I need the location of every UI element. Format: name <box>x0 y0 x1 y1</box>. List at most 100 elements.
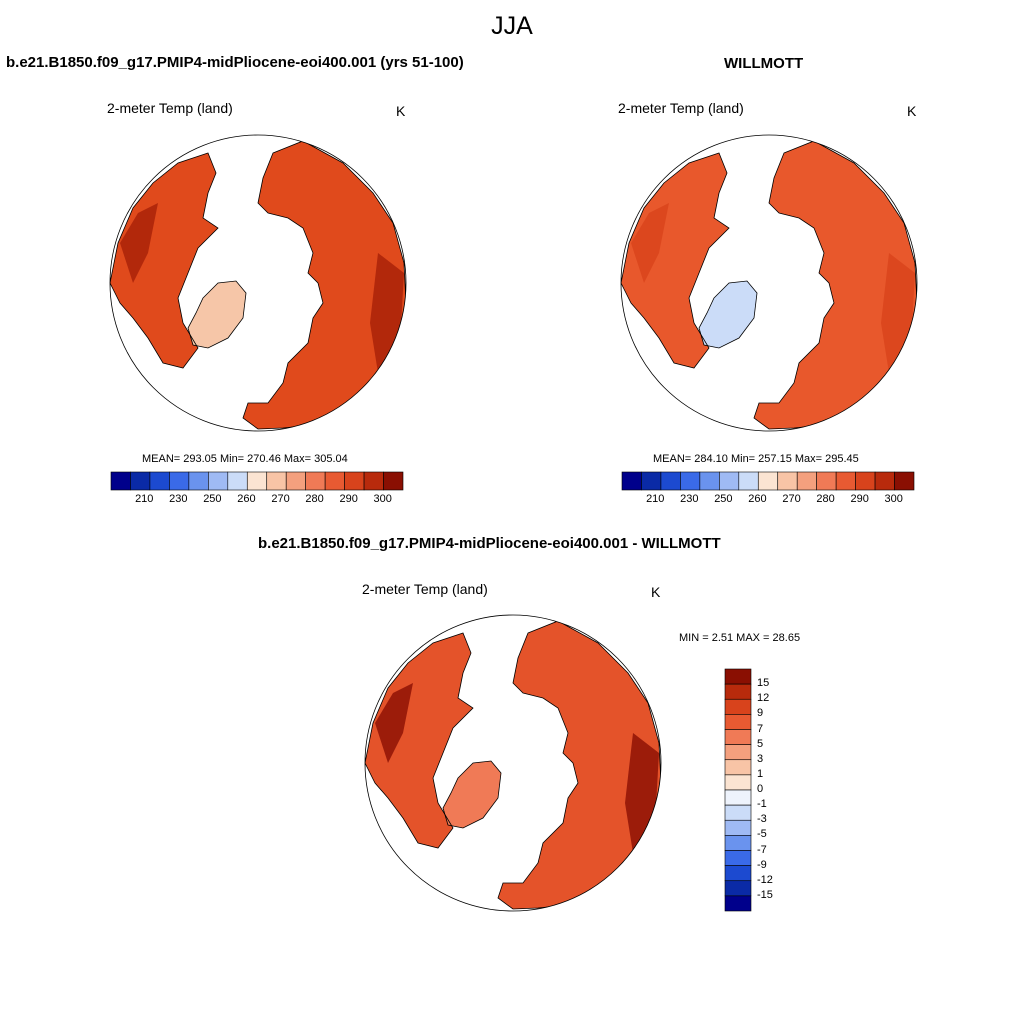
colorbar-tick-label: 280 <box>305 493 324 505</box>
panel2-title: WILLMOTT <box>724 55 804 72</box>
colorbar-tick-label: 260 <box>237 493 256 505</box>
figure-title: JJA <box>491 12 533 40</box>
colorbar-tick-label: 1 <box>757 767 764 780</box>
colorbar-tick-label: 300 <box>373 493 392 505</box>
colorbar-tick-label: -7 <box>757 843 767 856</box>
colorbar-tick-label: -1 <box>757 798 767 811</box>
colorbar-swatch <box>680 471 701 491</box>
north-america-land <box>621 153 729 368</box>
colorbar-tick-label: 290 <box>850 493 869 505</box>
colorbar-tick-label: -12 <box>757 873 773 886</box>
colorbar-swatch <box>699 471 720 491</box>
colorbar-tick-label: 15 <box>757 677 770 690</box>
colorbar-swatch <box>724 683 752 700</box>
coastline <box>242 140 406 430</box>
colorbar-swatch <box>816 471 837 491</box>
panel2-colorbar <box>621 471 915 491</box>
colorbar-swatch <box>344 471 365 491</box>
coastline <box>621 152 730 369</box>
panel3-colorbar <box>724 668 752 912</box>
colorbar-swatch <box>621 471 642 491</box>
colorbar-swatch <box>641 471 662 491</box>
colorbar-swatch <box>130 471 151 491</box>
colorbar-tick-label: 250 <box>714 493 733 505</box>
panel1-colorbar-ticks: 210 230 250 260 270 280 290 300 <box>111 493 403 507</box>
colorbar-swatch <box>208 471 229 491</box>
colorbar-swatch <box>724 804 752 821</box>
colorbar-tick-label: -3 <box>757 813 767 826</box>
north-america-land <box>110 153 218 368</box>
colorbar-swatch <box>724 729 752 745</box>
colorbar-tick-label: 0 <box>757 783 764 795</box>
warm-region <box>120 203 158 283</box>
colorbar-swatch <box>724 789 752 806</box>
warm-region <box>631 203 669 283</box>
coastline <box>110 152 219 369</box>
panel1-field-label: 2-meter Temp (land) <box>107 100 233 116</box>
colorbar-swatch <box>777 471 798 491</box>
colorbar-swatch <box>169 471 190 491</box>
colorbar-tick-label: 12 <box>757 692 770 705</box>
colorbar-swatch <box>383 471 404 491</box>
colorbar-swatch <box>855 471 876 491</box>
colorbar-tick-label: 230 <box>169 493 188 505</box>
colorbar-swatch <box>724 850 752 866</box>
panel2-field-label: 2-meter Temp (land) <box>618 100 744 116</box>
colorbar-swatch <box>757 471 779 491</box>
north-america-land <box>365 633 473 848</box>
colorbar-tick-label: 7 <box>757 722 764 735</box>
colorbar-tick-label: 250 <box>203 493 222 505</box>
colorbar-tick-label: 270 <box>271 493 290 505</box>
colorbar-tick-label: 3 <box>757 752 764 765</box>
colorbar-swatch <box>724 668 752 685</box>
colorbar-swatch <box>660 471 681 491</box>
panel3-units: K <box>651 584 661 600</box>
map-boundary <box>109 134 407 432</box>
panel2-units: K <box>907 103 917 119</box>
colorbar-swatch <box>738 471 759 491</box>
coastline <box>753 140 917 430</box>
panel2-colorbar-ticks: 210 230 250 260 270 280 290 300 <box>622 493 914 507</box>
greenland-land <box>443 761 501 828</box>
colorbar-tick-label: 280 <box>816 493 835 505</box>
panel2-map <box>620 134 918 432</box>
colorbar-swatch <box>724 880 752 897</box>
colorbar-tick-label: 260 <box>748 493 767 505</box>
colorbar-swatch <box>246 471 268 491</box>
colorbar-swatch <box>110 471 131 491</box>
coastline <box>187 280 247 349</box>
coastline <box>497 620 661 910</box>
coastline <box>442 760 502 829</box>
greenland-land <box>188 281 246 348</box>
colorbar-swatch <box>724 744 752 761</box>
panel1-stats: MEAN= 293.05 Min= 270.46 Max= 305.04 <box>142 453 348 465</box>
warm-region <box>375 683 413 763</box>
panel1-colorbar <box>110 471 404 491</box>
colorbar-swatch <box>227 471 248 491</box>
colorbar-swatch <box>149 471 170 491</box>
colorbar-swatch <box>188 471 209 491</box>
colorbar-tick-label: 300 <box>884 493 903 505</box>
coastline <box>698 280 758 349</box>
colorbar-swatch <box>874 471 895 491</box>
colorbar-swatch <box>324 471 345 491</box>
colorbar-tick-label: 210 <box>646 493 665 505</box>
panel3-title: b.e21.B1850.f09_g17.PMIP4-midPliocene-eo… <box>258 535 721 552</box>
greenland-land <box>699 281 757 348</box>
colorbar-swatch <box>796 471 817 491</box>
panel3-stats: MIN = 2.51 MAX = 28.65 <box>679 632 801 644</box>
colorbar-swatch <box>724 865 752 882</box>
colorbar-tick-label: 210 <box>135 493 154 505</box>
panel1-map <box>109 134 407 432</box>
map-boundary <box>620 134 918 432</box>
colorbar-swatch <box>724 714 752 730</box>
panel1-units: K <box>396 103 406 119</box>
colorbar-tick-label: 270 <box>782 493 801 505</box>
colorbar-swatch <box>266 471 287 491</box>
panel3-colorbar-ticks: 15 12 9 7 5 3 1 0 -1 -3 -5 -7 -9 -12 -15 <box>757 669 797 911</box>
eurasia-land <box>754 141 917 429</box>
colorbar-tick-label: 290 <box>339 493 358 505</box>
panel1-title: b.e21.B1850.f09_g17.PMIP4-midPliocene-eo… <box>6 54 464 71</box>
colorbar-tick-label: -5 <box>757 828 767 841</box>
colorbar-swatch <box>305 471 326 491</box>
